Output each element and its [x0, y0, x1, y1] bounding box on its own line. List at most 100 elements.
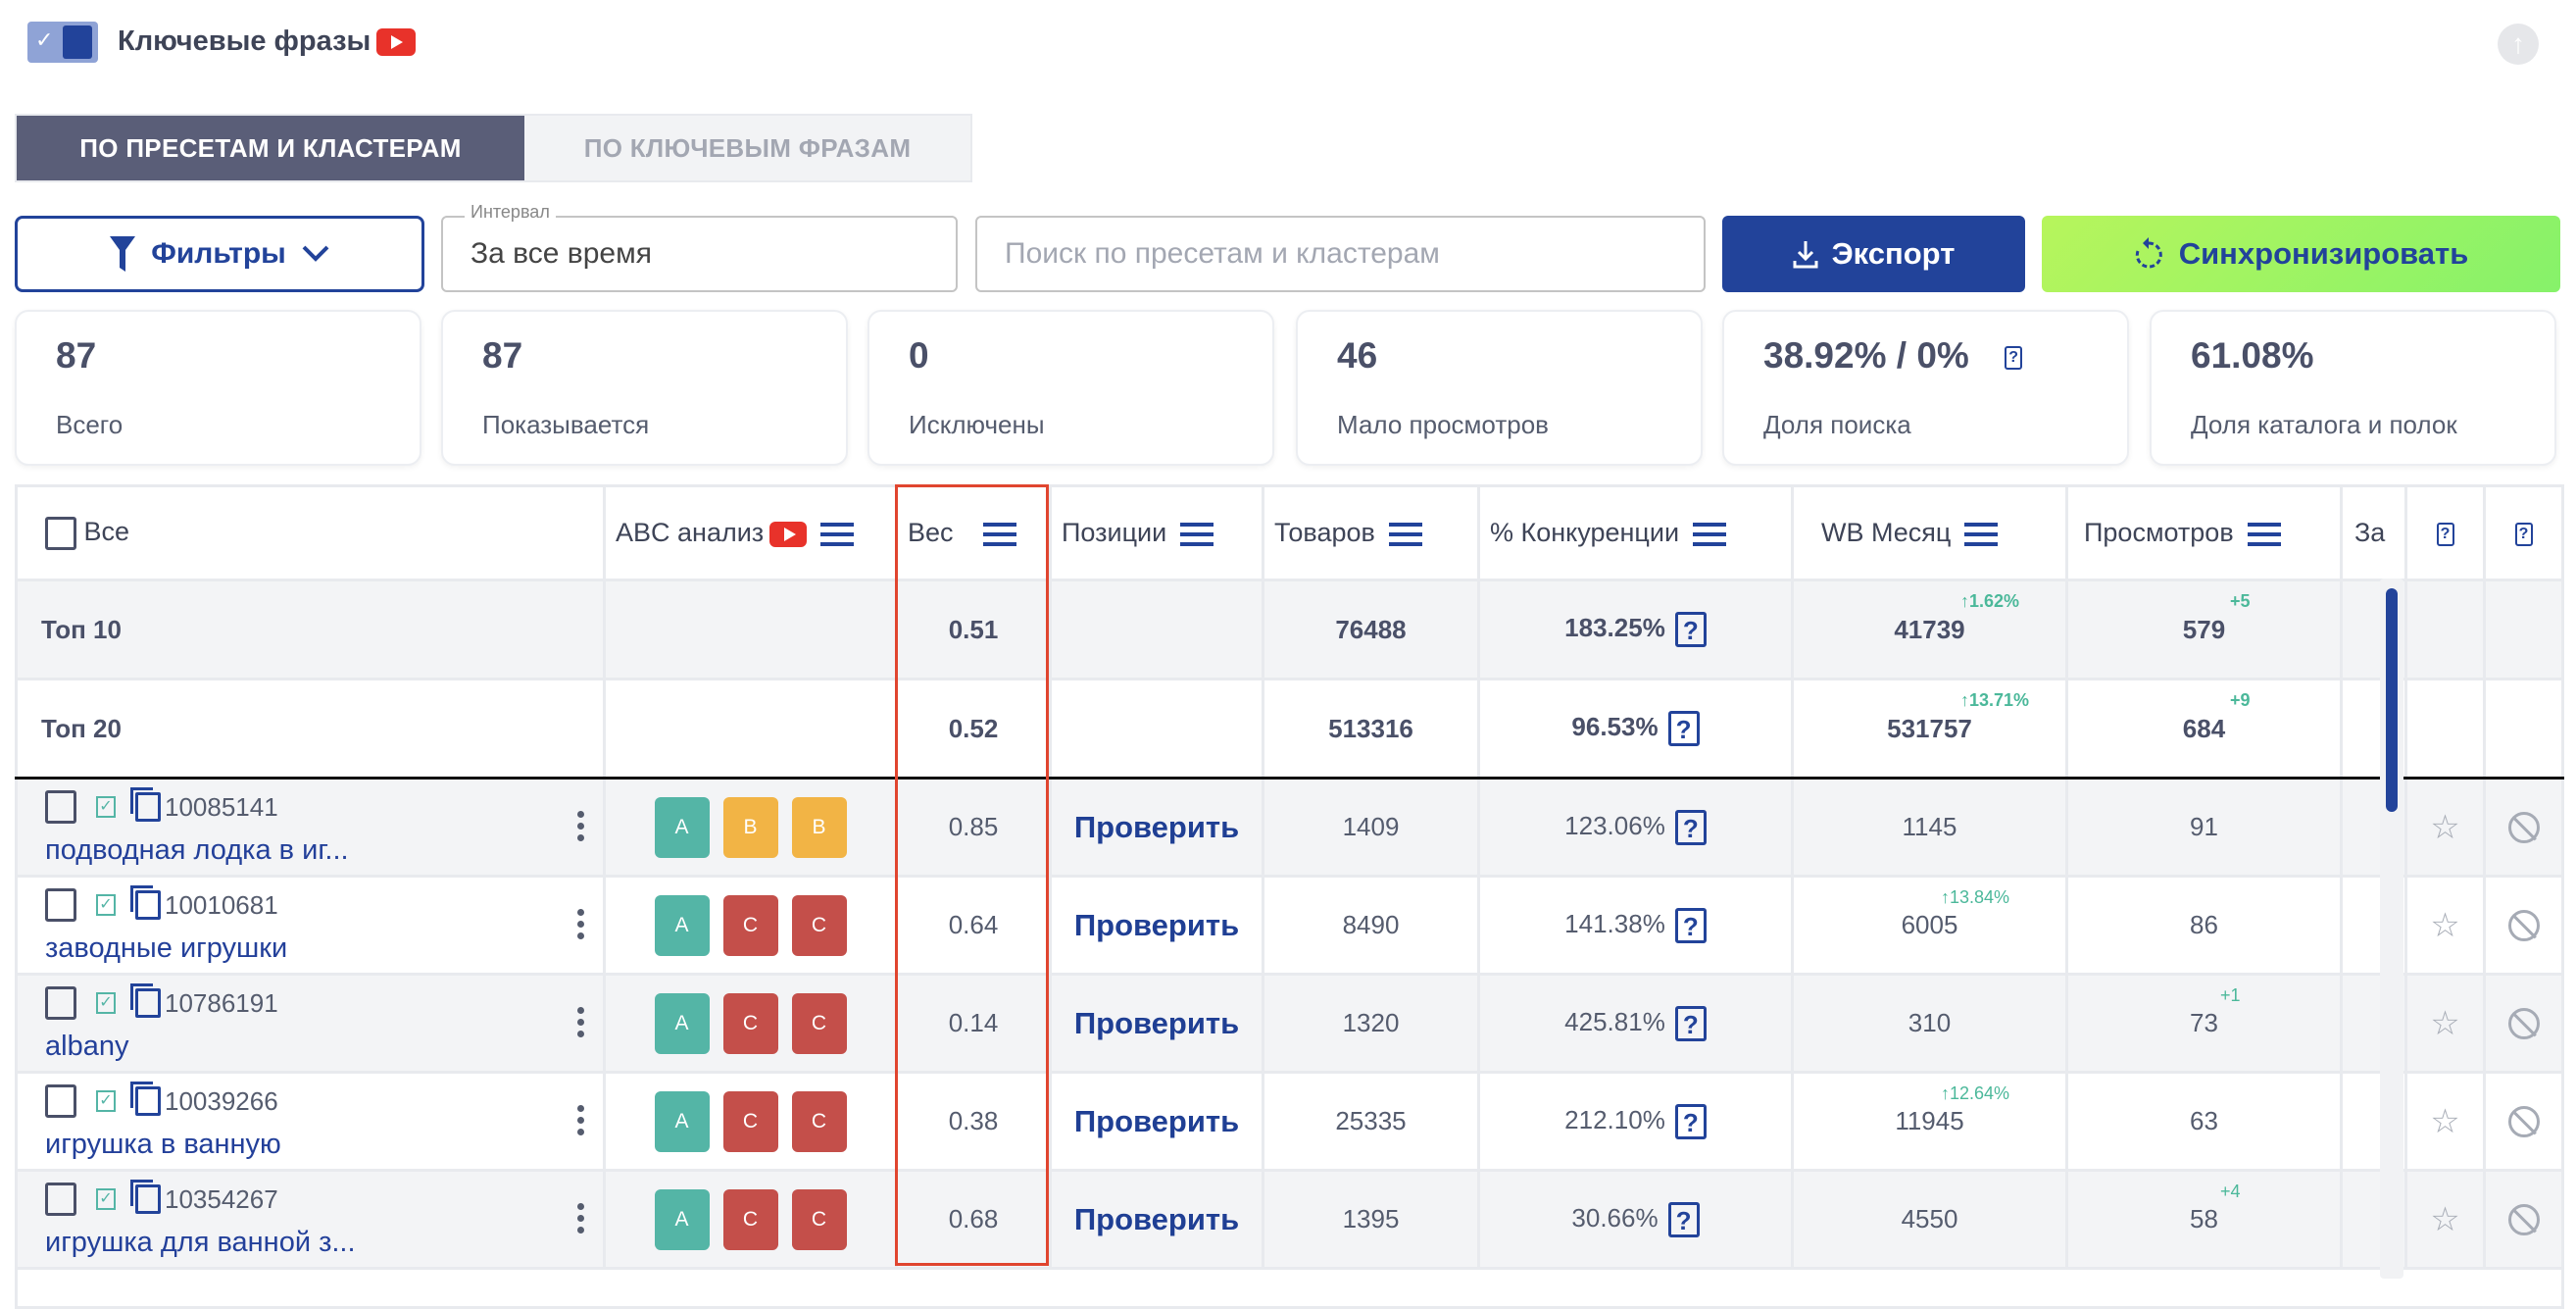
header-competition[interactable]: % Конкуренции	[1477, 484, 1794, 581]
ban-icon[interactable]	[2507, 910, 2540, 942]
copy-icon[interactable]	[130, 1180, 161, 1214]
checked-icon[interactable]: ✓	[96, 1188, 116, 1210]
help-icon[interactable]: ?	[2514, 522, 2533, 546]
checked-icon[interactable]: ✓	[96, 796, 116, 818]
help-icon[interactable]: ?	[2436, 522, 2454, 546]
checked-icon[interactable]: ✓	[96, 894, 116, 916]
check-positions-link[interactable]: Проверить	[1073, 1201, 1240, 1236]
more-options-icon[interactable]	[577, 909, 584, 944]
copy-icon[interactable]	[130, 983, 161, 1018]
menu-icon[interactable]	[820, 522, 855, 546]
toggle-switch[interactable]: ✓	[27, 22, 98, 63]
check-positions-link[interactable]: Проверить	[1073, 1103, 1240, 1138]
header-select-all[interactable]: Все	[15, 484, 606, 581]
scrollbar[interactable]	[2380, 579, 2403, 1279]
row-checkbox[interactable]	[45, 1183, 76, 1216]
phrase-link[interactable]: игрушка в ванную	[45, 1129, 281, 1160]
table-row[interactable]	[15, 1267, 2564, 1309]
header-weight[interactable]: Вес	[895, 484, 1052, 581]
menu-icon[interactable]	[2247, 522, 2281, 546]
header-exclude-help[interactable]: ?	[2483, 484, 2564, 581]
star-icon[interactable]: ☆	[2430, 1004, 2460, 1042]
checked-icon[interactable]: ✓	[96, 992, 116, 1014]
help-icon[interactable]: ?	[1674, 1103, 1707, 1139]
check-positions-link[interactable]: Проверить	[1073, 1005, 1240, 1040]
help-icon[interactable]: ?	[1674, 1005, 1707, 1041]
help-icon[interactable]: ?	[1674, 907, 1707, 943]
sync-button[interactable]: Синхронизировать	[2042, 216, 2560, 292]
help-icon[interactable]: ?	[1674, 612, 1707, 647]
copy-icon[interactable]	[130, 1082, 161, 1116]
positions-cell: Проверить	[1049, 1071, 1264, 1172]
ban-icon[interactable]	[2507, 1204, 2540, 1236]
favorite-cell: ☆	[2404, 777, 2486, 878]
scrollbar-thumb[interactable]	[2386, 588, 2398, 812]
youtube-icon[interactable]	[376, 28, 417, 57]
exclude-cell	[2483, 678, 2564, 780]
phrase-link[interactable]: подводная лодка в иг...	[45, 834, 349, 866]
phrase-link[interactable]: заводные игрушки	[45, 932, 288, 964]
phrase-link[interactable]: игрушка для ванной з...	[45, 1227, 356, 1258]
menu-icon[interactable]	[1964, 522, 1999, 546]
stat-value-text: 46	[1337, 335, 1378, 376]
ban-icon[interactable]	[2507, 812, 2540, 844]
check-positions-link[interactable]: Проверить	[1073, 907, 1240, 942]
ban-icon[interactable]	[2507, 1106, 2540, 1138]
header-wb-month[interactable]: WB Месяц	[1791, 484, 2068, 581]
header-favorite-help[interactable]: ?	[2404, 484, 2486, 581]
star-icon[interactable]: ☆	[2430, 1102, 2460, 1140]
row-checkbox[interactable]	[45, 986, 76, 1020]
export-button[interactable]: Экспорт	[1722, 216, 2025, 292]
phrase-link[interactable]: albany	[45, 1031, 129, 1062]
abc-badge: C	[722, 1188, 778, 1250]
tab-presets-clusters[interactable]: ПО ПРЕСЕТАМ И КЛАСТЕРАМ	[17, 116, 524, 180]
favorite-cell	[2404, 579, 2486, 680]
more-options-icon[interactable]	[577, 1007, 584, 1042]
competition-cell: 141.38%?	[1477, 875, 1794, 976]
checkbox[interactable]	[45, 516, 76, 550]
copy-icon[interactable]	[130, 787, 161, 822]
search-input[interactable]	[1005, 237, 1704, 271]
header-truncated[interactable]: За	[2340, 484, 2407, 581]
row-checkbox[interactable]	[45, 790, 76, 824]
export-label: Экспорт	[1831, 236, 1956, 271]
checked-icon[interactable]: ✓	[96, 1090, 116, 1112]
more-options-icon[interactable]	[577, 1105, 584, 1140]
menu-icon[interactable]	[1180, 522, 1214, 546]
help-icon[interactable]: ?	[1667, 711, 1700, 746]
header-goods[interactable]: Товаров	[1262, 484, 1480, 581]
arrow-up-icon[interactable]: ↑	[2498, 24, 2539, 65]
header-abc[interactable]: ABC анализ	[603, 484, 898, 581]
star-icon[interactable]: ☆	[2430, 1200, 2460, 1238]
star-icon[interactable]: ☆	[2430, 808, 2460, 846]
abc-cell	[603, 678, 898, 780]
goods-cell: 8490	[1262, 875, 1480, 976]
goods-cell: 76488	[1262, 579, 1480, 680]
row-checkbox[interactable]	[45, 888, 76, 922]
help-icon[interactable]: ?	[1674, 809, 1707, 845]
header-views[interactable]: Просмотров	[2065, 484, 2343, 581]
row-checkbox[interactable]	[45, 1084, 76, 1118]
menu-icon[interactable]	[1388, 522, 1422, 546]
menu-icon[interactable]	[1693, 522, 1727, 546]
menu-icon[interactable]	[982, 522, 1016, 546]
youtube-icon[interactable]	[769, 521, 808, 547]
copy-icon[interactable]	[130, 885, 161, 920]
help-icon[interactable]: ?	[1667, 1201, 1700, 1237]
more-options-icon[interactable]	[577, 1203, 584, 1238]
filters-button[interactable]: Фильтры	[15, 216, 424, 292]
ban-icon[interactable]	[2507, 1008, 2540, 1040]
header-positions[interactable]: Позиции	[1049, 484, 1264, 581]
star-icon[interactable]: ☆	[2430, 906, 2460, 944]
tab-key-phrases[interactable]: ПО КЛЮЧЕВЫМ ФРАЗАМ	[524, 116, 970, 180]
more-options-icon[interactable]	[577, 811, 584, 846]
check-positions-link[interactable]: Проверить	[1073, 809, 1240, 844]
help-icon[interactable]: ?	[2005, 346, 2023, 371]
stat-value: 61.08%	[2191, 335, 2515, 392]
interval-select[interactable]: Интервал За все время	[441, 202, 958, 292]
